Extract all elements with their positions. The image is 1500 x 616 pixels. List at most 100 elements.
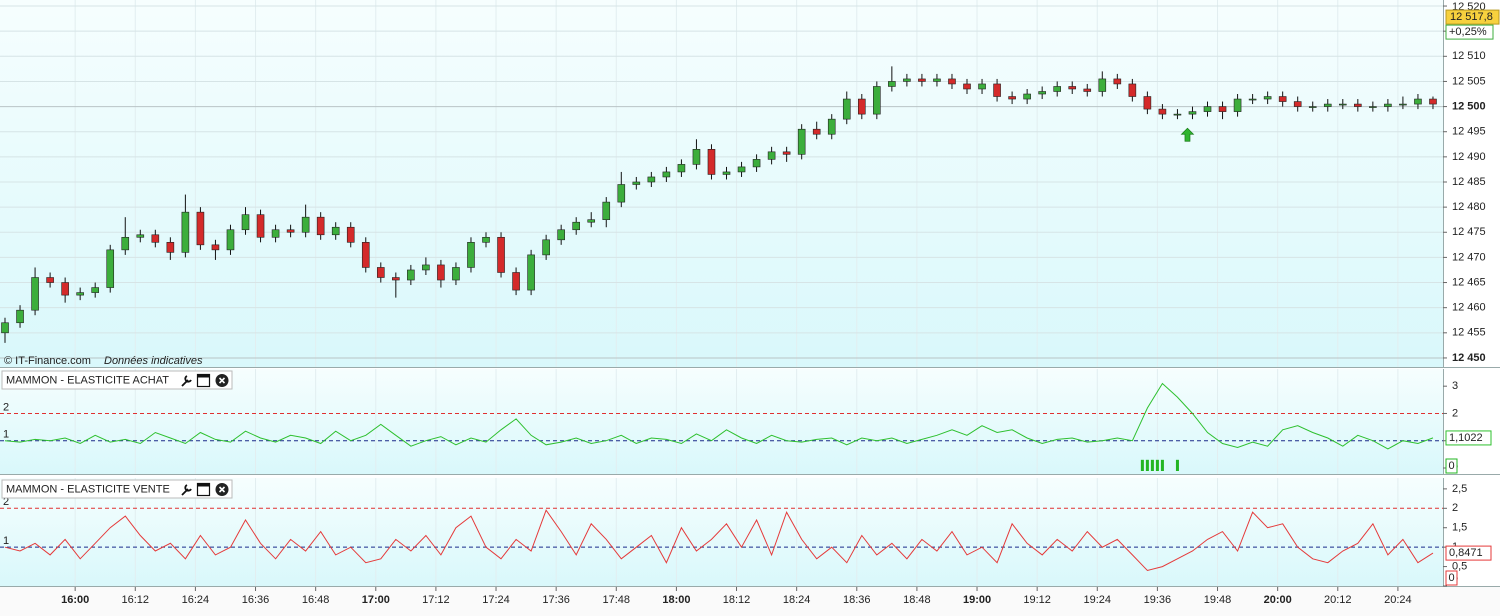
candle-body	[993, 83, 1001, 97]
candle-body	[1053, 86, 1061, 92]
candle-body	[1023, 93, 1031, 100]
settings-icon[interactable]	[181, 484, 192, 496]
y-tick-label: 12 485	[1452, 176, 1486, 188]
x-tick-label: 20:00	[1264, 594, 1292, 606]
candle-body	[226, 229, 235, 251]
close-x	[218, 486, 226, 493]
signal-last-box	[1445, 458, 1458, 474]
candle-body	[151, 234, 160, 243]
candle-body	[1354, 103, 1362, 107]
x-tick-label: 18:12	[723, 594, 751, 606]
y-tick-label: 2	[1452, 407, 1458, 419]
x-tick-label: 17:48	[603, 594, 631, 606]
x-tick-label: 18:24	[783, 594, 811, 606]
candle-body	[1008, 96, 1016, 100]
x-tick-label: 19:24	[1084, 594, 1112, 606]
candle-body	[617, 184, 626, 203]
candle-body	[933, 78, 941, 82]
candle-body	[271, 229, 280, 238]
last-value: 1,1022	[1449, 432, 1483, 444]
candle-body	[1218, 106, 1227, 112]
candle-body	[256, 214, 265, 238]
candle-body	[1038, 91, 1046, 95]
x-tick-label: 17:12	[422, 594, 450, 606]
candle-body	[1414, 98, 1422, 105]
x-tick-label: 20:12	[1324, 594, 1352, 606]
candle-body	[1128, 83, 1137, 97]
signal-last-box	[1445, 570, 1458, 586]
candle-body	[827, 118, 836, 135]
indicator-line	[4, 509, 1434, 572]
window-icon[interactable]	[196, 482, 211, 497]
candle-body	[1188, 111, 1197, 115]
x-tick-label: 18:48	[903, 594, 931, 606]
candle-body	[557, 229, 565, 241]
candle-body	[286, 229, 295, 233]
y-tick-label: 12 490	[1452, 151, 1486, 163]
candle-body	[752, 159, 761, 168]
y-tick-label: 3	[1452, 380, 1458, 392]
candle-body	[572, 221, 580, 231]
candle-body	[166, 242, 175, 253]
candle-body	[346, 226, 355, 243]
candle-body	[121, 236, 130, 251]
signal-arrow	[1180, 127, 1195, 142]
candle-body	[873, 86, 881, 115]
change-box	[1445, 24, 1494, 40]
x-tick-label: 18:36	[843, 594, 871, 606]
candle-body	[181, 211, 190, 253]
close-x	[218, 377, 226, 384]
signal-bar	[1155, 459, 1159, 471]
candle-body	[1278, 96, 1287, 102]
candle-body	[91, 287, 99, 293]
candle-body	[1248, 98, 1257, 101]
candle-body	[422, 264, 430, 271]
window-icon[interactable]	[196, 373, 211, 388]
close-icon[interactable]	[215, 483, 229, 496]
x-tick-label: 16:24	[182, 594, 210, 606]
candle-body	[722, 171, 731, 175]
close-icon[interactable]	[215, 374, 229, 387]
x-tick-label: 17:00	[362, 594, 390, 606]
x-tick-label: 18:00	[662, 594, 690, 606]
candle-body	[842, 98, 851, 120]
candle-body	[948, 78, 956, 85]
wrench	[181, 375, 192, 387]
candle-body	[1083, 88, 1092, 92]
candle-body	[1158, 108, 1167, 115]
candle-body	[737, 166, 746, 173]
window-bar	[197, 374, 210, 378]
candle-body	[587, 219, 596, 223]
candle-body	[1323, 103, 1332, 107]
signal-last: 0	[1449, 572, 1455, 584]
candle-body	[812, 128, 821, 135]
y-tick-label: 12 500	[1452, 100, 1486, 112]
level-label: 2	[3, 496, 9, 508]
indicator-title: MAMMON - ELASTICITE VENTE	[6, 483, 170, 495]
candle-body	[647, 176, 656, 183]
candle-body	[1233, 98, 1242, 112]
signal-bar	[1160, 459, 1164, 471]
candle-body	[963, 83, 971, 90]
x-tick-label: 16:48	[302, 594, 330, 606]
signal-bar	[1145, 459, 1149, 471]
y-tick-label: 12 460	[1452, 302, 1486, 314]
candle-body	[452, 267, 460, 281]
settings-icon[interactable]	[181, 375, 192, 387]
candle-body	[376, 267, 385, 278]
y-tick-label: 12 470	[1452, 251, 1486, 263]
change: +0,25%	[1449, 26, 1487, 38]
signal-last: 0	[1449, 460, 1455, 472]
y-tick-label: 12 510	[1452, 50, 1486, 62]
candle-body	[1429, 98, 1437, 105]
y-tick-label: 1,5	[1452, 522, 1467, 534]
candle-body	[527, 254, 535, 291]
x-tick-label: 16:12	[122, 594, 150, 606]
candle-body	[1113, 78, 1122, 85]
candle-body	[1068, 86, 1077, 90]
candle-body	[903, 78, 911, 82]
candle-body	[46, 277, 54, 283]
indicator-header	[1, 479, 233, 499]
candle-body	[211, 244, 220, 251]
